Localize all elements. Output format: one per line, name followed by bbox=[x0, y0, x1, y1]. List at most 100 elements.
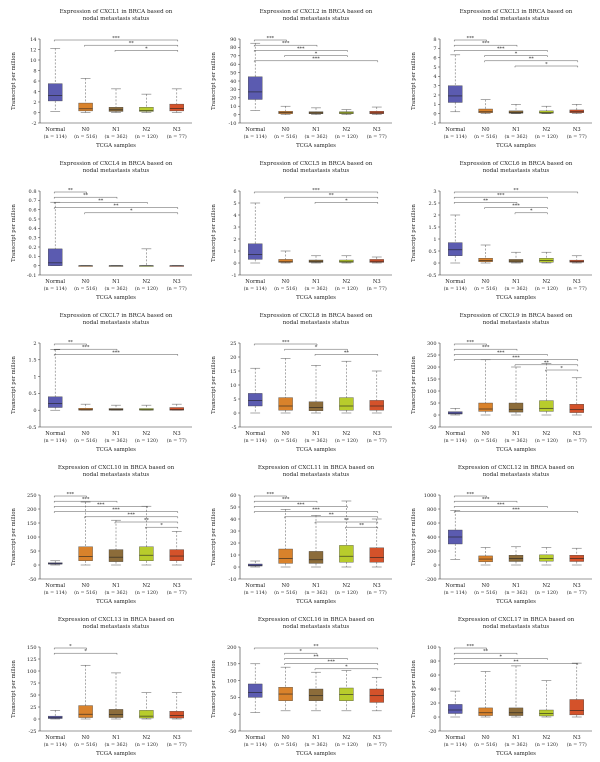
y-tick-label: 5 bbox=[433, 65, 436, 71]
y-axis-label: Transcript per million bbox=[11, 660, 17, 718]
significance-label: *** bbox=[512, 355, 520, 361]
boxplot-panel: Expression of CXCL2 in BRCA based on noda… bbox=[202, 3, 398, 153]
x-group-label: N1 bbox=[312, 583, 320, 589]
significance-label: ** bbox=[68, 339, 74, 345]
y-tick-label: 50 bbox=[230, 505, 236, 511]
x-count-label: (n = 77) bbox=[567, 285, 587, 292]
y-tick-label: 200 bbox=[27, 507, 37, 513]
x-group-label: N3 bbox=[373, 431, 381, 437]
y-tick-label: 50 bbox=[230, 70, 236, 76]
box-n3 bbox=[570, 555, 584, 561]
significance-label: *** bbox=[267, 35, 275, 41]
x-group-label: N2 bbox=[142, 431, 150, 437]
x-count-label: (n = 362) bbox=[104, 133, 127, 140]
x-axis-label: TCGA samples bbox=[96, 447, 136, 453]
box-n2 bbox=[139, 547, 153, 561]
boxplot-svg: Expression of CXCL12 in BRCA based onnod… bbox=[402, 459, 598, 609]
boxplot-grid: Expression of CXCL1 in BRCA based on noda… bbox=[0, 0, 600, 762]
x-count-label: (n = 114) bbox=[444, 133, 467, 140]
y-tick-label: 7 bbox=[433, 46, 436, 52]
y-tick-label: 5 bbox=[233, 397, 236, 403]
y-tick-label: 0 bbox=[433, 563, 436, 569]
y-tick-label: 20 bbox=[430, 701, 436, 707]
x-count-label: (n = 77) bbox=[567, 133, 587, 140]
significance-label: *** bbox=[512, 203, 520, 209]
y-tick-label: 6 bbox=[33, 79, 36, 85]
significance-label: ** bbox=[529, 56, 535, 62]
y-tick-label: 0 bbox=[233, 712, 236, 718]
significance-label: * bbox=[560, 365, 563, 371]
significance-label: * bbox=[500, 654, 503, 660]
x-count-label: (n = 516) bbox=[274, 437, 297, 444]
x-group-label: Normal bbox=[45, 583, 65, 589]
x-group-label: N2 bbox=[142, 583, 150, 589]
significance-label: *** bbox=[312, 187, 320, 193]
boxplot-panel: Expression of CXCL7 in BRCA based on noda… bbox=[2, 307, 198, 457]
x-count-label: (n = 77) bbox=[167, 133, 187, 140]
chart-title-line1: Expression of CXCL7 in BRCA based on bbox=[60, 313, 173, 319]
chart-title-line2: nodal metastasis status bbox=[83, 472, 150, 478]
y-tick-label: 50 bbox=[430, 401, 436, 407]
x-group-label: Normal bbox=[445, 279, 465, 285]
y-tick-label: 800 bbox=[427, 507, 437, 513]
x-group-label: Normal bbox=[245, 735, 265, 741]
x-axis-label: TCGA samples bbox=[296, 751, 336, 757]
boxplot-svg: Expression of CXCL4 in BRCA based onnoda… bbox=[2, 155, 198, 305]
chart-title-line1: Expression of CXCL5 in BRCA based on bbox=[260, 161, 373, 167]
x-count-label: (n = 120) bbox=[135, 133, 158, 140]
x-group-label: N0 bbox=[282, 279, 290, 285]
y-tick-label: 50 bbox=[30, 549, 36, 555]
chart-title-line1: Expression of CXCL8 in BRCA based on bbox=[260, 313, 373, 319]
significance-label: ** bbox=[544, 360, 550, 366]
x-group-label: N1 bbox=[312, 279, 320, 285]
boxplot-panel: Expression of CXCL12 in BRCA based on nod… bbox=[402, 459, 598, 609]
box-n0 bbox=[79, 103, 93, 111]
significance-label: *** bbox=[127, 512, 135, 518]
y-tick-label: 150 bbox=[227, 662, 237, 668]
y-tick-label: 0 bbox=[33, 263, 36, 269]
x-group-label: N2 bbox=[542, 279, 550, 285]
x-count-label: (n = 77) bbox=[167, 437, 187, 444]
x-group-label: N1 bbox=[512, 431, 520, 437]
boxplot-svg: Expression of CXCL2 in BRCA based onnoda… bbox=[202, 3, 398, 153]
box-n2 bbox=[139, 107, 153, 111]
chart-title-line2: nodal metastasis status bbox=[283, 320, 350, 326]
significance-label: ** bbox=[483, 198, 489, 204]
x-count-label: (n = 516) bbox=[474, 133, 497, 140]
y-tick-label: 0.5 bbox=[29, 391, 37, 397]
x-count-label: (n = 120) bbox=[335, 741, 358, 748]
chart-title-line1: Expression of CXCL17 in BRCA based on bbox=[458, 617, 575, 623]
significance-label: *** bbox=[82, 497, 90, 503]
y-tick-label: 2 bbox=[233, 237, 236, 243]
significance-label: *** bbox=[112, 350, 120, 356]
x-group-label: N1 bbox=[112, 583, 120, 589]
x-count-label: (n = 114) bbox=[44, 589, 67, 596]
boxplot-panel: Expression of CXCL3 in BRCA based on noda… bbox=[402, 3, 598, 153]
x-count-label: (n = 114) bbox=[244, 437, 267, 444]
y-axis-label: Transcript per million bbox=[211, 660, 217, 718]
y-tick-label: 0 bbox=[33, 563, 36, 569]
x-count-label: (n = 516) bbox=[274, 133, 297, 140]
y-tick-label: 8 bbox=[33, 68, 36, 74]
x-count-label: (n = 77) bbox=[167, 741, 187, 748]
box-n1 bbox=[309, 689, 323, 701]
x-axis-label: TCGA samples bbox=[496, 447, 536, 453]
y-tick-label: 150 bbox=[427, 377, 437, 383]
x-count-label: (n = 362) bbox=[304, 741, 327, 748]
x-count-label: (n = 114) bbox=[244, 589, 267, 596]
x-group-label: N1 bbox=[112, 431, 120, 437]
box-n0 bbox=[479, 258, 493, 262]
significance-label: *** bbox=[297, 46, 305, 52]
y-axis-label: Transcript per million bbox=[11, 356, 17, 414]
x-group-label: N1 bbox=[512, 583, 520, 589]
box-normal bbox=[248, 244, 262, 260]
significance-label: ** bbox=[329, 193, 335, 199]
x-group-label: N3 bbox=[373, 279, 381, 285]
y-tick-label: 80 bbox=[430, 659, 436, 665]
significance-label: *** bbox=[497, 350, 505, 356]
chart-title-line2: nodal metastasis status bbox=[483, 624, 550, 630]
significance-label: ** bbox=[329, 512, 335, 518]
x-count-label: (n = 516) bbox=[74, 741, 97, 748]
x-count-label: (n = 77) bbox=[367, 285, 387, 292]
x-axis-label: TCGA samples bbox=[96, 143, 136, 149]
